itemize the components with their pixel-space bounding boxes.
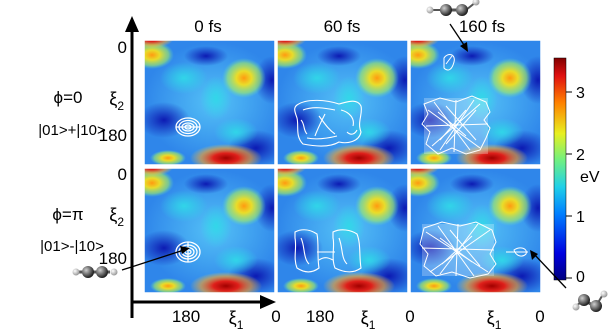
colorbar-tick-3: 3	[576, 85, 585, 102]
y-tick-row2-180: 180	[99, 249, 127, 268]
x-axis-label-1: ξ1	[229, 308, 244, 332]
y-axis: 0 180 0 180 ξ2 ξ2	[99, 16, 139, 318]
panel-row2-col3	[410, 168, 541, 293]
x-tick-0-c: 0	[535, 307, 544, 326]
wavepacket-contour	[421, 54, 491, 155]
colorbar-tick-2: 2	[576, 147, 585, 164]
molecule-top-right	[426, 0, 480, 52]
x-tick-0-a: 0	[271, 307, 280, 326]
column-title-60fs: 60 fs	[324, 17, 361, 36]
colorbar: 3 2 1 0 eV	[553, 57, 600, 286]
y-tick-row1-180: 180	[99, 126, 127, 145]
panel-row2-col1	[144, 168, 275, 293]
colorbar-gradient	[553, 57, 567, 281]
wavepacket-contour	[294, 229, 362, 273]
molecule-bottom-left	[72, 246, 190, 278]
y-axis-label-row1: ξ2	[109, 89, 124, 113]
x-tick-0-b: 0	[405, 307, 414, 326]
column-title-0fs: 0 fs	[194, 17, 221, 36]
colorbar-tick-1: 1	[576, 209, 585, 226]
column-title-160fs: 160 fs	[459, 17, 505, 36]
wavepacket-contour	[419, 221, 528, 279]
row2-state-label: |01>-|10>	[40, 238, 104, 255]
panel-row1-col2	[277, 40, 408, 165]
row1-phase-label: ϕ=0	[54, 88, 83, 107]
x-axis: 180 0 180 0 0 ξ1 ξ1 ξ1	[132, 295, 545, 332]
row2-phase-label: ϕ=π	[52, 205, 83, 224]
row1-state-label: |01>+|10>	[38, 122, 106, 139]
y-tick-row1-0: 0	[118, 38, 127, 57]
wavepacket-contour	[294, 99, 362, 147]
row-labels: ϕ=0 |01>+|10> ϕ=π |01>-|10>	[38, 88, 106, 255]
y-tick-row2-0: 0	[118, 165, 127, 184]
x-tick-180-b: 180	[306, 307, 334, 326]
column-titles: 0 fs 60 fs 160 fs	[194, 17, 505, 36]
x-axis-label-2: ξ1	[361, 308, 376, 332]
y-axis-label-row2: ξ2	[109, 205, 124, 229]
x-tick-180-a: 180	[172, 307, 200, 326]
panel-row1-col3	[410, 40, 541, 165]
wavepacket-contour	[175, 117, 201, 137]
panel-borders	[143, 39, 542, 294]
panel-row2-col2	[277, 168, 408, 293]
colorbar-unit-label: eV	[580, 169, 600, 186]
molecule-bottom-right	[530, 250, 608, 312]
x-axis-label-3: ξ1	[487, 308, 502, 332]
panel-row1-col1	[144, 40, 275, 165]
colorbar-tick-0: 0	[576, 269, 585, 286]
